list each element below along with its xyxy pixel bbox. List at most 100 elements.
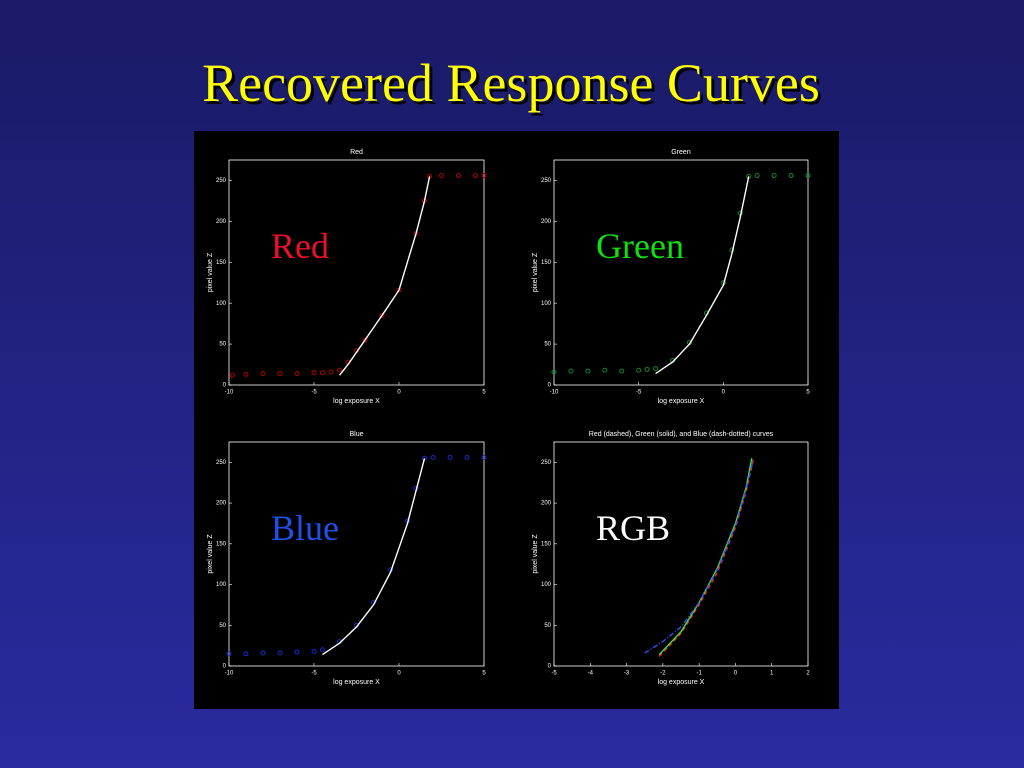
y-tick-label: 100 (216, 582, 227, 588)
data-point (229, 372, 235, 378)
data-point (260, 650, 266, 656)
x-axis-label: log exposure X (333, 679, 380, 686)
x-axis-label: log exposure X (658, 398, 705, 405)
data-point (337, 367, 342, 373)
data-point (362, 337, 368, 343)
x-axis-label: log exposure X (333, 398, 380, 405)
data-point (311, 648, 317, 654)
y-tick-label: 200 (541, 219, 552, 225)
y-tick-label: 200 (216, 501, 227, 507)
annotation: RGB (596, 508, 670, 548)
y-tick-label: 200 (541, 501, 552, 507)
title-shadow: Recovered Response Curves (205, 56, 823, 116)
plot-frame (228, 159, 485, 386)
y-tick-label: 250 (541, 460, 552, 466)
x-tick-label: 5 (482, 671, 486, 677)
data-point (243, 651, 249, 657)
data-point (788, 173, 794, 179)
data-point (771, 173, 777, 179)
data-point (805, 173, 811, 179)
data-point (551, 369, 557, 375)
x-tick-label: 1 (770, 671, 774, 677)
x-tick-label: 0 (397, 671, 401, 677)
data-point (439, 173, 444, 179)
chart-title: Red (350, 149, 363, 156)
y-tick-label: 150 (216, 260, 227, 266)
y-axis-label: pixel value Z (207, 252, 214, 292)
data-point (226, 651, 232, 657)
data-point (456, 173, 461, 179)
data-point (320, 370, 325, 376)
data-point (644, 366, 650, 372)
data-point (636, 367, 642, 373)
y-tick-label: 100 (216, 301, 227, 307)
y-tick-label: 150 (541, 260, 552, 266)
data-point (328, 369, 334, 375)
y-tick-label: 50 (544, 342, 551, 348)
x-tick-label: -5 (636, 390, 642, 396)
annotation: Green (596, 226, 684, 266)
y-tick-label: 0 (548, 664, 552, 670)
data-point (277, 650, 283, 656)
data-point (447, 454, 453, 460)
chart-title: Red (dashed), Green (solid), and Blue (d… (589, 431, 774, 438)
curve (655, 176, 750, 375)
chart-title: Green (671, 149, 691, 156)
curve (322, 458, 426, 656)
curve (338, 176, 431, 376)
data-point (585, 368, 591, 374)
data-point (473, 173, 478, 179)
data-point (619, 368, 625, 374)
x-tick-label: -2 (660, 671, 666, 677)
y-tick-label: 0 (223, 664, 227, 670)
y-tick-label: 100 (541, 582, 552, 588)
x-tick-label: 0 (722, 390, 726, 396)
data-point (481, 173, 487, 179)
annotation: Red (271, 226, 329, 266)
y-tick-label: 150 (541, 541, 552, 547)
x-tick-label: 5 (482, 390, 486, 396)
data-point (294, 649, 300, 655)
annotation: Blue (271, 508, 339, 548)
y-tick-label: 250 (216, 460, 227, 466)
x-tick-label: 5 (806, 390, 810, 396)
chart-title: Blue (349, 431, 363, 438)
data-point (430, 454, 436, 460)
y-tick-label: 50 (544, 623, 551, 629)
plot-frame (553, 159, 809, 386)
y-axis-label: pixel value Z (207, 534, 214, 574)
data-point (481, 454, 487, 460)
x-tick-label: -4 (588, 671, 594, 677)
data-point (464, 454, 470, 460)
x-tick-label: 0 (734, 671, 738, 677)
y-tick-label: 0 (548, 383, 552, 389)
data-point (653, 366, 659, 372)
data-point (320, 647, 325, 653)
slide-title: Recovered Response Curves (202, 53, 820, 113)
data-point (568, 368, 574, 374)
y-tick-label: 150 (216, 541, 227, 547)
y-tick-label: 50 (219, 623, 226, 629)
data-point (311, 370, 317, 376)
data-point (602, 367, 608, 373)
x-tick-label: -10 (225, 390, 234, 396)
x-tick-label: -1 (696, 671, 702, 677)
plot-frame (228, 441, 485, 667)
y-tick-label: 200 (216, 219, 227, 225)
data-point (754, 173, 760, 179)
y-axis-label: pixel value Z (532, 534, 539, 574)
y-axis-label: pixel value Z (532, 252, 539, 292)
y-tick-label: 50 (219, 342, 226, 348)
data-point (294, 371, 300, 377)
data-point (243, 371, 249, 377)
x-tick-label: 2 (806, 671, 810, 677)
y-tick-label: 250 (541, 178, 552, 184)
x-tick-label: -10 (225, 671, 234, 677)
y-tick-label: 0 (223, 383, 227, 389)
data-point (379, 312, 385, 318)
x-tick-label: -5 (311, 390, 317, 396)
x-tick-label: 0 (397, 390, 401, 396)
curve (644, 458, 755, 654)
